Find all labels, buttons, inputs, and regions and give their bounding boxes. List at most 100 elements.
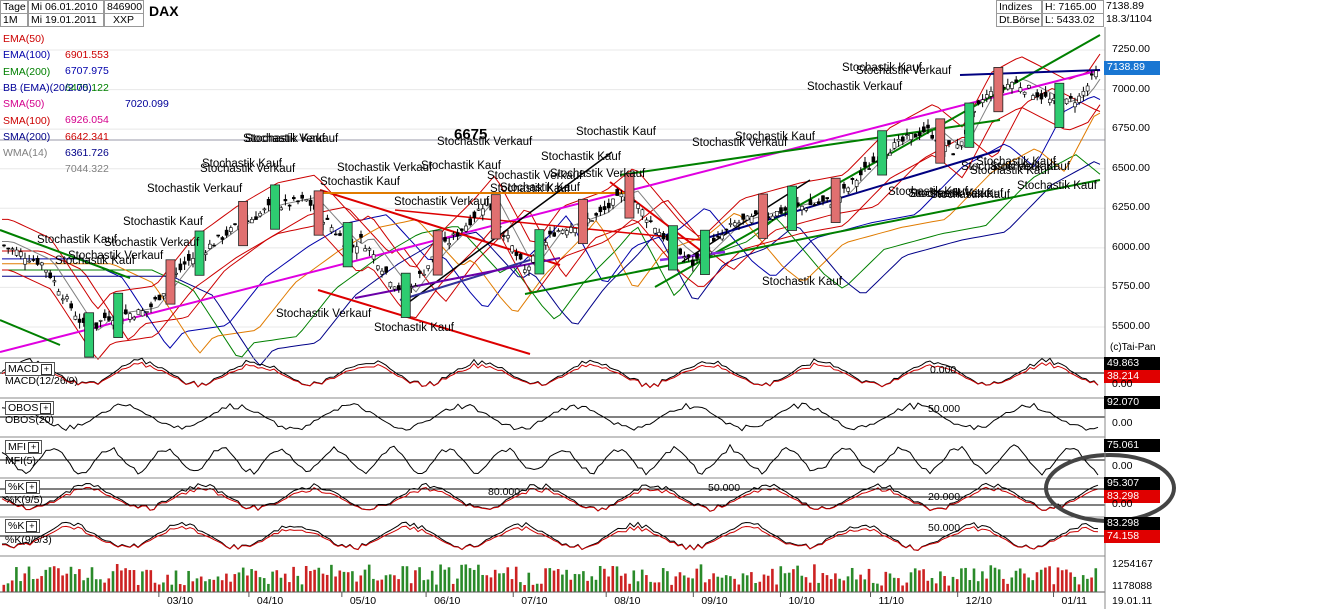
panel-button-macd[interactable]: MACD +: [5, 362, 55, 376]
volume-bar: [1031, 580, 1035, 592]
candle-body: [140, 310, 145, 317]
volume-bar: [321, 573, 325, 592]
x-tick-label: 06/10: [434, 595, 461, 607]
volume-bar: [901, 585, 904, 592]
purple-trendline: [354, 257, 561, 299]
panel-button-mfi[interactable]: MFI +: [5, 440, 43, 454]
panel-button-k2[interactable]: %K +: [5, 519, 41, 533]
volume-bar: [82, 580, 85, 592]
plus-icon: +: [40, 402, 52, 414]
x-tick-label: 04/10: [256, 595, 284, 607]
indicator-row: BB (EMA)(20/2.00) 7020.099: [3, 80, 169, 110]
volume-bar: [178, 584, 182, 592]
volume-bar: [976, 581, 980, 592]
candle-body: [606, 202, 611, 209]
candle-body: [1014, 79, 1019, 83]
indicator-row: EMA(100) 6707.975: [3, 47, 109, 77]
volume-bar: [157, 584, 161, 592]
panel-button-obos[interactable]: OBOS +: [5, 401, 55, 415]
volume-bar: [233, 574, 237, 592]
candle-body: [678, 248, 683, 255]
volume-bar: [523, 584, 526, 592]
volume-bar: [766, 575, 770, 592]
candle-body: [980, 99, 985, 103]
volume-bar: [359, 575, 363, 592]
stochastik-label: Stochastik Verkauf: [276, 308, 372, 320]
indicator-label: EMA(50): [3, 33, 45, 45]
volume-bar: [262, 578, 266, 592]
period-1m[interactable]: 1M: [0, 13, 28, 27]
candle-body: [636, 203, 641, 209]
stochastik-label: Stochastik Kauf: [320, 176, 400, 188]
green-downtrend-line: [0, 229, 131, 279]
candle-body: [178, 263, 183, 271]
volume-bar: [661, 568, 665, 592]
candle-body: [266, 199, 271, 206]
candle-body: [1077, 95, 1081, 103]
candle-body: [850, 177, 855, 180]
stochastik-label: Stochastik Kauf: [37, 234, 117, 246]
volume-bar: [951, 576, 955, 592]
volume-bar: [317, 567, 321, 592]
indicator-value: 7044.322: [65, 163, 109, 176]
candle-body: [1031, 95, 1035, 100]
volume-bar: [800, 575, 804, 592]
volume-bar: [531, 584, 535, 592]
volume-bar: [355, 581, 358, 592]
volume-bar: [481, 574, 484, 592]
candle-body: [728, 223, 733, 225]
volume-bar: [611, 566, 615, 592]
volume-bar: [636, 581, 640, 592]
volume-bar: [283, 573, 287, 592]
volume-bar: [670, 584, 673, 592]
y-tick-label: 6250.00: [1112, 201, 1150, 214]
volume-bar: [40, 576, 43, 592]
signal-bar: [758, 193, 768, 239]
volume-bar: [888, 573, 892, 592]
signal-bar: [993, 67, 1004, 113]
volume-bar: [212, 579, 216, 592]
volume-bar: [275, 570, 279, 592]
volume-bar: [309, 570, 312, 592]
candle-body: [359, 233, 363, 238]
volume-bar: [598, 566, 602, 592]
candle-body: [821, 195, 825, 202]
volume-bar: [31, 579, 35, 592]
candle-body: [564, 230, 569, 236]
period-tage[interactable]: Tage: [0, 0, 28, 14]
bollinger-lower-line: [2, 104, 1101, 360]
panel-level-label: 0.000: [930, 364, 957, 376]
candle-body: [329, 227, 334, 233]
candle-body: [770, 215, 775, 220]
volume-bar: [187, 570, 190, 592]
volume-bar: [771, 568, 774, 592]
candle-body: [552, 232, 557, 237]
candle-body: [888, 152, 893, 156]
plus-icon: +: [40, 363, 52, 375]
x-tick-label: 09/10: [701, 595, 728, 607]
volume-bar: [569, 579, 573, 592]
candle-body: [157, 294, 162, 301]
candle-body: [573, 228, 578, 233]
volume-bar: [120, 570, 123, 592]
stochastik-label: Stochastik Kauf: [970, 165, 1050, 177]
candle-body: [291, 197, 296, 200]
volume-bar: [775, 584, 778, 592]
volume-bar: [1090, 577, 1093, 592]
volume-bar: [657, 582, 661, 592]
signal-bar: [270, 184, 280, 230]
exchange-code: XXP: [104, 13, 144, 27]
grid-lines: [0, 49, 1105, 597]
red-downtrend-line: [317, 289, 531, 355]
panel-button-k1[interactable]: %K +: [5, 480, 41, 494]
stochastik-label: Stochastik Verkauf: [394, 196, 490, 208]
candle-body: [224, 229, 229, 236]
candle-body: [44, 269, 48, 273]
volume-bar: [687, 577, 690, 592]
stochastik-label: Stochastik Verkauf: [243, 133, 339, 145]
candle-body: [191, 258, 195, 265]
candle-body: [640, 209, 645, 217]
candle-body: [229, 227, 233, 232]
volume-bar: [292, 566, 295, 592]
candle-body: [732, 222, 737, 227]
